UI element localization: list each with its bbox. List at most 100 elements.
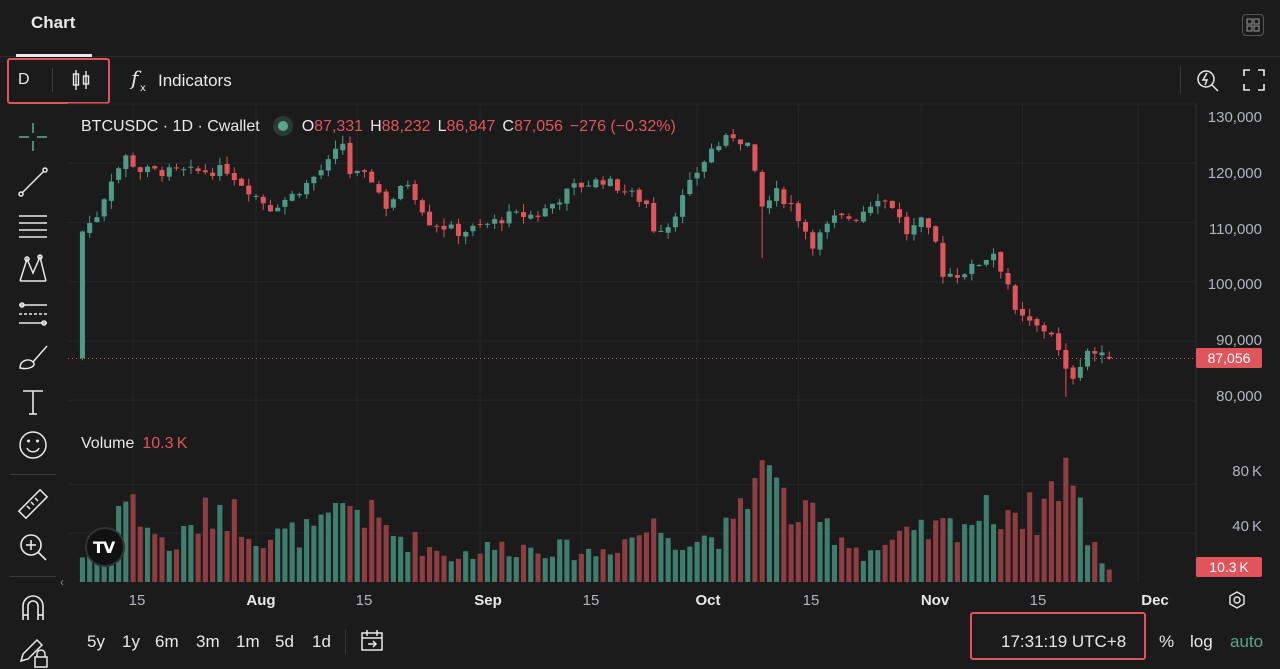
close-value: 87,056	[513, 118, 563, 135]
volume-bar	[615, 552, 621, 582]
axis-settings-icon[interactable]	[1228, 591, 1246, 609]
bottom-divider	[345, 630, 346, 654]
text-icon[interactable]	[15, 384, 51, 420]
candle-body	[831, 215, 837, 223]
volume-bar	[860, 560, 866, 582]
zoom-in-icon[interactable]	[15, 529, 51, 565]
volume-bar	[484, 541, 490, 582]
candle-body	[145, 166, 151, 173]
candle-body	[549, 203, 555, 209]
candle-body	[477, 224, 483, 226]
volume-bar	[911, 530, 917, 582]
volume-bar	[434, 550, 440, 582]
candles-icon[interactable]	[71, 68, 91, 92]
candle-body	[1106, 356, 1112, 359]
volume-bar	[217, 504, 223, 582]
range-5y[interactable]: 5y	[87, 632, 105, 651]
replay-icon[interactable]	[1195, 68, 1221, 94]
lock-pencil-icon[interactable]	[15, 633, 51, 669]
candle-body	[824, 223, 830, 233]
range-3m[interactable]: 3m	[196, 632, 220, 651]
range-1m[interactable]: 1m	[236, 632, 260, 651]
candle-body	[275, 207, 281, 212]
horizontal-lines-icon[interactable]	[15, 208, 51, 244]
tradingview-logo[interactable]: TV	[85, 527, 125, 567]
candle-body	[578, 182, 584, 188]
auto-toggle[interactable]: auto	[1230, 632, 1264, 651]
volume-bar	[1077, 497, 1083, 582]
candle-body	[419, 200, 425, 213]
volume-bar	[933, 520, 939, 582]
range-6m[interactable]: 6m	[155, 632, 179, 651]
volume-bar	[737, 498, 743, 582]
interval-button[interactable]: D	[18, 71, 30, 88]
candle-body	[839, 213, 845, 216]
candle-body	[795, 203, 801, 222]
range-1d[interactable]: 1d	[312, 632, 331, 651]
candle-body	[709, 148, 715, 163]
percent-toggle[interactable]: %	[1159, 632, 1175, 651]
candle-body	[643, 200, 649, 204]
function-icon[interactable]: f x	[128, 68, 152, 94]
candle-body	[564, 188, 570, 204]
indicators-button[interactable]: Indicators	[158, 71, 232, 90]
volume-label[interactable]: Volume	[81, 435, 135, 452]
candle-body	[108, 181, 114, 201]
volume-bar	[947, 518, 953, 582]
volume-bar	[470, 558, 476, 582]
volume-bar	[383, 525, 389, 582]
magnet-icon[interactable]	[15, 590, 51, 626]
candle-body	[513, 211, 519, 213]
symbol-label[interactable]: BTCUSDC · 1D · Cwallet	[81, 118, 260, 135]
volume-bar	[701, 535, 707, 582]
volume-bar	[651, 518, 657, 582]
volume-bar	[983, 495, 989, 582]
range-5d[interactable]: 5d	[275, 632, 294, 651]
volume-bar	[875, 550, 881, 582]
tab-chart[interactable]: Chart	[16, 0, 92, 57]
trend-line-icon[interactable]	[15, 164, 51, 200]
log-toggle[interactable]: log	[1190, 632, 1213, 651]
volume-bar	[427, 547, 433, 582]
fullscreen-icon[interactable]	[1243, 69, 1265, 91]
brush-icon[interactable]	[15, 340, 51, 376]
candle-body	[369, 171, 375, 183]
volume-bar	[774, 477, 780, 582]
crosshair-icon[interactable]	[15, 119, 51, 155]
goto-date-icon[interactable]	[359, 628, 385, 654]
layout-grid-icon[interactable]	[1242, 14, 1264, 36]
candle-body	[1077, 366, 1083, 378]
volume-bar	[528, 547, 534, 582]
volume-bar	[622, 539, 628, 582]
candle-body	[116, 168, 122, 180]
collapse-arrow-icon[interactable]: ‹	[60, 575, 64, 589]
timezone-clock[interactable]: 17:31:19 UTC+8	[1001, 632, 1127, 651]
highlight-clock	[970, 612, 1146, 660]
range-1y[interactable]: 1y	[122, 632, 140, 651]
volume-bar	[868, 550, 874, 582]
volume-bar	[195, 533, 201, 582]
candle-body	[202, 170, 208, 173]
price-tick: 130,000	[1207, 109, 1262, 126]
volume-bar	[333, 503, 339, 582]
candle-body	[159, 170, 165, 177]
volume-bar	[398, 536, 404, 582]
candle-body	[188, 166, 194, 168]
tab-chart-label: Chart	[31, 13, 76, 32]
candle-body	[87, 223, 93, 234]
ruler-icon[interactable]	[15, 486, 51, 522]
volume-bar	[976, 520, 982, 582]
emoji-icon[interactable]	[15, 427, 51, 463]
time-tick: Sep	[474, 592, 502, 609]
pattern-icon[interactable]	[15, 251, 51, 287]
volume-bar	[188, 525, 194, 582]
volume-bar	[448, 561, 454, 582]
volume-bar	[991, 524, 997, 582]
volume-bar	[130, 494, 136, 582]
candle-body	[94, 217, 100, 223]
volume-bar	[586, 548, 592, 582]
fib-icon[interactable]	[15, 296, 51, 332]
candle-body	[340, 143, 346, 151]
volume-bar	[1005, 510, 1011, 582]
